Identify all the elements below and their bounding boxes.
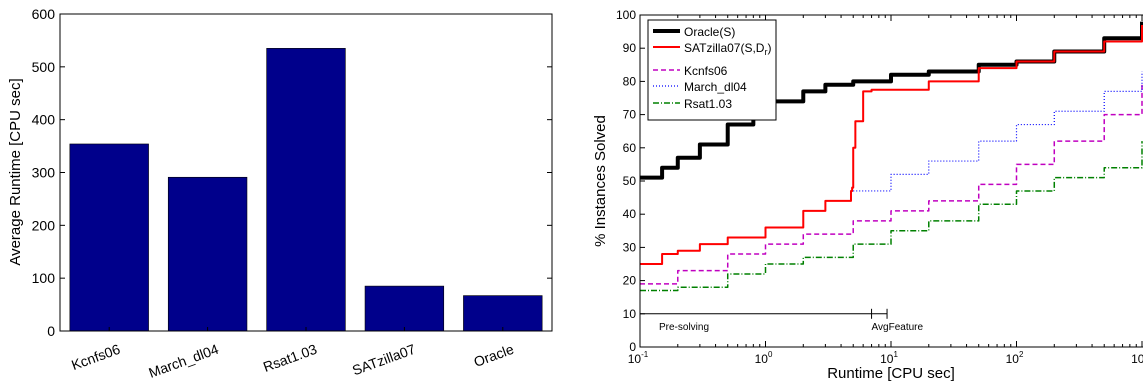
line-y-tick-label: 90	[623, 41, 637, 55]
line-y-tick-label: 80	[623, 74, 637, 88]
bar-y-tick-label: 200	[32, 217, 56, 233]
bar-x-tick-label-oracle: Oracle	[472, 341, 516, 370]
line-x-tick-base: 10	[755, 352, 769, 366]
bar-axes-box	[59, 13, 553, 332]
line-y-tick-label: 50	[623, 174, 637, 188]
legend-satzilla-sub: r	[764, 47, 767, 57]
line-x-tick-label: 101	[880, 350, 898, 366]
line-y-tick-label: 60	[623, 141, 637, 155]
legend-label-rsat: Rsat1.03	[684, 97, 732, 111]
line-x-tick-base: 10	[628, 352, 642, 366]
series-line-march	[853, 71, 1143, 192]
bar-y-tick-label: 100	[32, 270, 56, 286]
bar-y-axis-ticks: 0 100 200 300 400 500 600	[32, 6, 552, 339]
line-y-tick-label: 40	[623, 207, 637, 221]
bar-y-tick-label: 600	[32, 6, 56, 22]
bar-y-tick-label: 400	[32, 112, 56, 128]
series-line-satzilla	[640, 24, 1143, 265]
avgfeature-label: AvgFeature	[872, 322, 924, 333]
line-y-tick-label: 0	[629, 340, 636, 354]
bar-y-tick-label: 0	[47, 323, 55, 339]
bar-y-axis-label: Average Runtime [CPU sec]	[7, 78, 24, 265]
bar-rsat1-03	[266, 48, 346, 332]
legend-label-march: March_dl04	[684, 80, 747, 94]
line-y-tick-label: 30	[623, 240, 637, 254]
presolving-annotation: Pre-solving AvgFeature	[640, 308, 924, 333]
line-x-tick-label: 100	[755, 350, 773, 366]
line-chart: Pre-solving AvgFeature 010203040506070809…	[592, 8, 1143, 382]
line-x-tick-label: 10-1	[628, 350, 649, 366]
line-axes-box	[639, 14, 1143, 348]
bar-x-tick-label-satzilla07: SATzilla07	[350, 341, 418, 379]
line-x-tick-exponent: -1	[641, 350, 649, 359]
line-y-tick-label: 20	[623, 274, 637, 288]
bar-y-tick-label: 300	[32, 165, 56, 181]
bar-x-tick-label-march-dl04: March_dl04	[146, 341, 220, 381]
line-y-tick-label: 70	[623, 108, 637, 122]
line-x-tick-base: 10	[1131, 352, 1143, 366]
legend-satzilla-close: )	[767, 41, 771, 55]
line-y-tick-label: 10	[623, 307, 637, 321]
bar-oracle	[463, 295, 543, 332]
bar-satzilla07	[364, 285, 445, 332]
presolving-label: Pre-solving	[659, 322, 709, 333]
bar-x-axis-ticks: Kcnfs06 March_dl04 Rsat1.03 SATzilla07 Oracl…	[69, 327, 516, 381]
legend-label-oracle: Oracle(S)	[684, 25, 735, 39]
line-x-tick-base: 10	[880, 352, 894, 366]
line-series-group	[640, 21, 1143, 292]
bar-march-dl04	[167, 176, 248, 332]
legend-label-satzilla: SATzilla07(S,Dr)	[684, 41, 771, 57]
legend-label-kcnfs: Kcnfs06	[684, 64, 728, 78]
series-line-rsat	[640, 141, 1143, 292]
line-x-tick-exponent: 0	[768, 350, 773, 359]
bar-x-tick-label-rsat1-03: Rsat1.03	[261, 341, 319, 375]
line-x-tick-exponent: 1	[893, 350, 898, 359]
line-y-axis-label: % Instances Solved	[592, 115, 609, 247]
bar-marks	[69, 48, 543, 332]
line-x-tick-exponent: 2	[1019, 350, 1024, 359]
legend: Oracle(S) SATzilla07(S,Dr) Kcnfs06 March…	[647, 19, 777, 121]
bar-y-tick-label: 500	[32, 59, 56, 75]
legend-satzilla-main: SATzilla07(S,D	[684, 41, 765, 55]
line-y-axis-ticks: 0 10 20 30 40 50 60 70 80 90 100	[616, 8, 645, 354]
bar-x-tick-label-kcnfs06: Kcnfs06	[69, 341, 122, 373]
line-x-tick-label: 103	[1131, 350, 1143, 366]
line-x-tick-label: 102	[1006, 350, 1024, 366]
line-y-tick-label: 100	[616, 8, 636, 22]
line-x-tick-base: 10	[1006, 352, 1020, 366]
bar-kcnfs06	[69, 143, 149, 332]
series-line-kcnfs	[640, 84, 1143, 285]
bar-chart: 0 100 200 300 400 500 600 Kcnfs06 March_dl04 Rsa…	[7, 6, 553, 381]
line-x-axis-label: Runtime [CPU sec]	[827, 365, 955, 382]
